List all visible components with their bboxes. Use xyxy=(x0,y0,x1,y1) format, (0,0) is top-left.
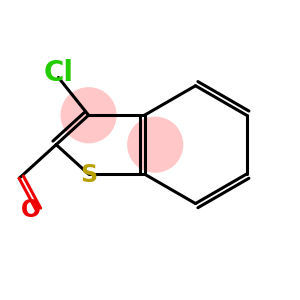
Circle shape xyxy=(61,87,117,143)
Circle shape xyxy=(127,116,183,173)
Text: O: O xyxy=(21,198,41,222)
Text: Cl: Cl xyxy=(44,59,74,88)
Text: S: S xyxy=(80,164,97,188)
